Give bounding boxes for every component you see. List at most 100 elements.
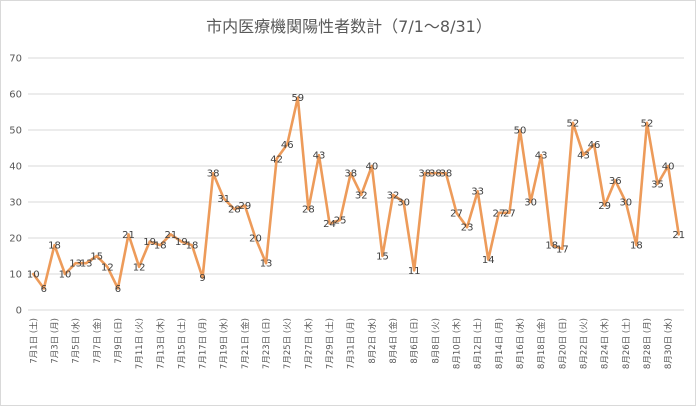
x-tick-label: 8月2日 (水)	[367, 318, 378, 364]
x-tick-text: 7月5日 (水)	[71, 318, 82, 364]
data-label: 13	[260, 259, 273, 270]
x-tick-text: 8月20日 (日)	[558, 318, 568, 369]
data-label: 43	[577, 151, 590, 162]
data-label: 19	[175, 237, 188, 248]
data-label: 31	[217, 194, 230, 205]
data-label: 32	[387, 190, 400, 201]
data-label: 35	[651, 180, 664, 191]
x-tick-label: 7月7日 (金)	[92, 318, 103, 364]
x-tick-text: 7月11日 (火)	[135, 318, 145, 369]
data-label: 18	[630, 241, 643, 252]
x-tick-text: 7月13日 (木)	[155, 318, 166, 369]
data-label: 40	[366, 162, 379, 173]
data-label: 50	[514, 126, 527, 137]
x-tick-label: 8月4日 (金)	[388, 318, 399, 364]
x-tick-label: 8月30日 (水)	[663, 318, 674, 369]
data-label: 12	[133, 262, 146, 273]
data-label: 23	[461, 223, 474, 234]
x-tick-text: 7月31日 (月)	[347, 318, 357, 369]
data-label: 6	[41, 284, 47, 295]
data-label: 13	[69, 259, 82, 270]
data-label: 6	[115, 284, 121, 295]
data-label: 32	[355, 190, 368, 201]
x-tick-text: 7月27日 (木)	[303, 318, 314, 369]
x-tick-label: 8月10日 (木)	[452, 318, 463, 369]
data-label: 18	[154, 241, 167, 252]
x-tick-label: 7月3日 (月)	[50, 318, 60, 364]
data-label: 19	[143, 237, 156, 248]
data-label: 12	[101, 262, 114, 273]
data-label: 18	[545, 241, 558, 252]
data-label: 20	[249, 234, 262, 245]
x-tick-label: 8月8日 (火)	[431, 318, 441, 364]
x-tick-label: 8月20日 (日)	[558, 318, 568, 369]
x-tick-text: 7月9日 (日)	[114, 318, 124, 364]
x-tick-text: 8月22日 (火)	[579, 318, 589, 369]
data-label: 21	[164, 230, 177, 241]
y-tick-label: 50	[9, 126, 22, 137]
x-tick-label: 7月5日 (水)	[71, 318, 82, 364]
data-labels: 1061810131315126211219182119189383128292…	[27, 93, 685, 295]
y-tick-label: 10	[9, 270, 22, 281]
x-tick-text: 8月12日 (土)	[473, 318, 484, 369]
series-line	[31, 96, 681, 290]
data-label: 27	[450, 208, 463, 219]
data-label: 28	[302, 205, 315, 216]
data-label: 15	[376, 252, 389, 263]
x-tick-label: 7月31日 (月)	[347, 318, 357, 369]
data-label: 13	[80, 259, 93, 270]
data-label: 11	[408, 266, 421, 277]
x-tick-label: 7月17日 (月)	[199, 318, 209, 369]
x-tick-text: 8月14日 (月)	[495, 318, 505, 369]
data-label: 43	[535, 151, 548, 162]
y-tick-label: 40	[9, 162, 22, 173]
x-tick-text: 8月28日 (月)	[643, 318, 653, 369]
data-label: 25	[334, 216, 347, 227]
x-tick-text: 8月16日 (水)	[515, 318, 526, 369]
x-tick-label: 7月23日 (日)	[262, 318, 272, 369]
x-tick-label: 7月19日 (水)	[219, 318, 230, 369]
x-tick-label: 8月6日 (日)	[410, 318, 420, 364]
series-line-group	[31, 96, 681, 290]
x-tick-label: 7月25日 (火)	[283, 318, 293, 369]
x-tick-label: 8月14日 (月)	[495, 318, 505, 369]
x-tick-text: 7月29日 (土)	[325, 318, 336, 369]
x-tick-text: 7月23日 (日)	[262, 318, 272, 369]
x-tick-text: 7月1日 (土)	[28, 318, 39, 364]
data-label: 38	[344, 169, 357, 180]
data-label: 33	[471, 187, 484, 198]
data-label: 29	[239, 201, 252, 212]
chart-title: 市内医療機関陽性者数計（7/1～8/31）	[206, 17, 492, 36]
x-tick-label: 7月1日 (土)	[28, 318, 39, 364]
x-tick-label: 7月29日 (土)	[325, 318, 336, 369]
x-axis: 7月1日 (土) 7月3日 (月) 7月5日 (水) 7月7日 (金) 7月9日 (日)…	[28, 318, 674, 369]
x-tick-label: 8月16日 (水)	[515, 318, 526, 369]
x-tick-text: 8月26日 (土)	[621, 318, 632, 369]
x-tick-text: 8月10日 (木)	[452, 318, 463, 369]
x-tick-label: 7月21日 (金)	[240, 318, 251, 369]
x-tick-text: 8月24日 (木)	[600, 318, 611, 369]
x-tick-text: 8月8日 (火)	[431, 318, 441, 364]
x-tick-label: 7月11日 (火)	[135, 318, 145, 369]
data-label: 38	[440, 169, 453, 180]
data-label: 10	[27, 270, 40, 281]
data-label: 21	[672, 230, 685, 241]
data-label: 59	[291, 93, 304, 104]
x-tick-label: 8月28日 (月)	[643, 318, 653, 369]
data-label: 28	[228, 205, 241, 216]
x-tick-text: 8月18日 (金)	[536, 318, 547, 369]
data-label: 17	[556, 244, 569, 255]
data-label: 27	[492, 208, 505, 219]
data-label: 52	[567, 118, 580, 129]
data-label: 30	[619, 198, 632, 209]
x-tick-label: 8月22日 (火)	[579, 318, 589, 369]
y-tick-label: 70	[9, 54, 22, 65]
x-tick-text: 7月21日 (金)	[240, 318, 251, 369]
data-label: 15	[90, 252, 103, 263]
x-tick-text: 7月15日 (土)	[176, 318, 187, 369]
data-label: 46	[588, 140, 601, 151]
x-tick-text: 8月2日 (水)	[367, 318, 378, 364]
x-tick-text: 8月4日 (金)	[388, 318, 399, 364]
